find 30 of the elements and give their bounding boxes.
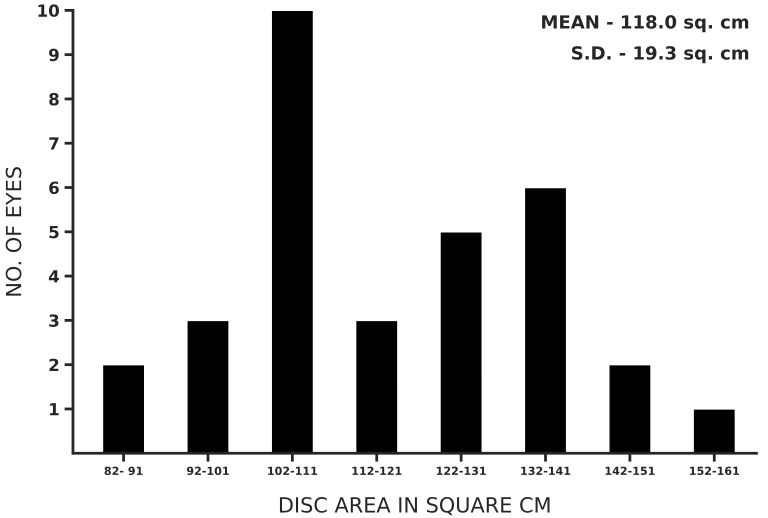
bar: [186, 320, 230, 454]
x-tick-label: 112-121: [352, 466, 402, 475]
x-tick-label: 82- 91: [104, 466, 143, 476]
y-tick-label: 4: [48, 270, 59, 282]
x-tick-label: 142-151: [606, 466, 655, 476]
annotation: S.D. - 19.3 sq. cm: [572, 46, 748, 64]
bar: [102, 364, 146, 454]
y-tick-label: 9: [49, 48, 59, 62]
y-tick-label: 10: [38, 4, 59, 17]
y-tick-label: 5: [49, 226, 59, 238]
x-tick-label: 92-101: [186, 466, 229, 476]
annotation: MEAN - 118.0 sq. cm: [542, 15, 748, 32]
x-tick-label: 152-161: [690, 466, 740, 476]
y-tick-label: 7: [49, 137, 58, 150]
y-tick-label: 8: [49, 92, 59, 106]
x-tick-label: 102-111: [268, 466, 318, 476]
bar: [439, 231, 483, 454]
bar: [692, 408, 736, 454]
bar: [270, 10, 314, 454]
bar: [608, 364, 652, 454]
x-tick-label: 132-141: [521, 466, 570, 476]
y-tick-label: 2: [49, 358, 58, 372]
y-tick-label: 1: [50, 403, 59, 416]
x-tick-label: 122-131: [436, 466, 486, 476]
bar: [354, 320, 399, 454]
y-tick-label: 6: [49, 181, 59, 194]
y-tick-label: 3: [49, 314, 58, 327]
bar: [524, 186, 568, 454]
y-axis-title: NO. OF EYES: [6, 167, 22, 296]
x-axis-title: DISC AREA IN SQUARE CM: [280, 497, 550, 516]
